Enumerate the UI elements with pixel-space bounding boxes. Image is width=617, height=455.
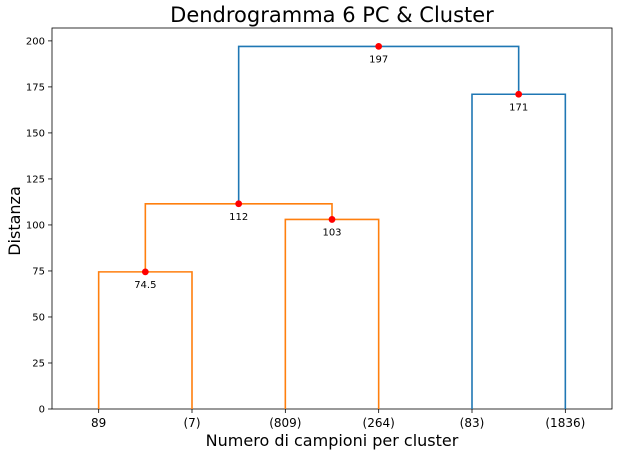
- dendrogram-link: [97, 271, 193, 409]
- merge-marker: [515, 90, 523, 98]
- dendrogram-link: [237, 45, 520, 204]
- y-axis: 0 25 50 75 100 125 150 175 200: [26, 36, 52, 416]
- x-axis: 89 (7) (809) (264) (83) (1836): [91, 409, 585, 430]
- y-tick-label: 125: [26, 174, 45, 185]
- merge-height-label: 171: [509, 102, 528, 113]
- y-tick-label: 175: [26, 82, 45, 93]
- merge-marker: [328, 216, 336, 223]
- leaf-label: (83): [460, 416, 485, 430]
- merge-markers: 74.5 103 112 171 197: [134, 43, 528, 291]
- merge-height-label: 74.5: [134, 280, 156, 291]
- y-tick-label: 75: [32, 266, 45, 277]
- chart-title: Dendrogramma 6 PC & Cluster: [170, 3, 494, 27]
- y-tick-label: 0: [39, 405, 45, 416]
- leaf-label: (809): [269, 416, 301, 430]
- leaf-label: (1836): [545, 416, 585, 430]
- plot-area: [51, 27, 613, 410]
- y-tick-label: 100: [26, 220, 45, 231]
- merge-marker: [375, 43, 383, 50]
- dendrogram-link: [471, 93, 567, 409]
- leaf-label: (7): [184, 416, 201, 430]
- leaf-label: 89: [91, 416, 106, 430]
- dendrogram-link: [284, 218, 380, 409]
- merge-marker: [141, 268, 149, 276]
- y-axis-label: Distanza: [5, 186, 24, 256]
- y-tick-label: 25: [32, 358, 45, 369]
- merge-marker: [235, 200, 243, 208]
- y-tick-label: 50: [32, 312, 45, 323]
- merge-height-label: 112: [229, 212, 248, 223]
- merge-height-label: 103: [322, 227, 341, 238]
- leaf-label: (264): [363, 416, 395, 430]
- x-axis-label: Numero di campioni per cluster: [206, 431, 459, 450]
- merge-height-label: 197: [369, 54, 388, 65]
- y-tick-label: 200: [26, 36, 45, 47]
- y-tick-label: 150: [26, 128, 45, 139]
